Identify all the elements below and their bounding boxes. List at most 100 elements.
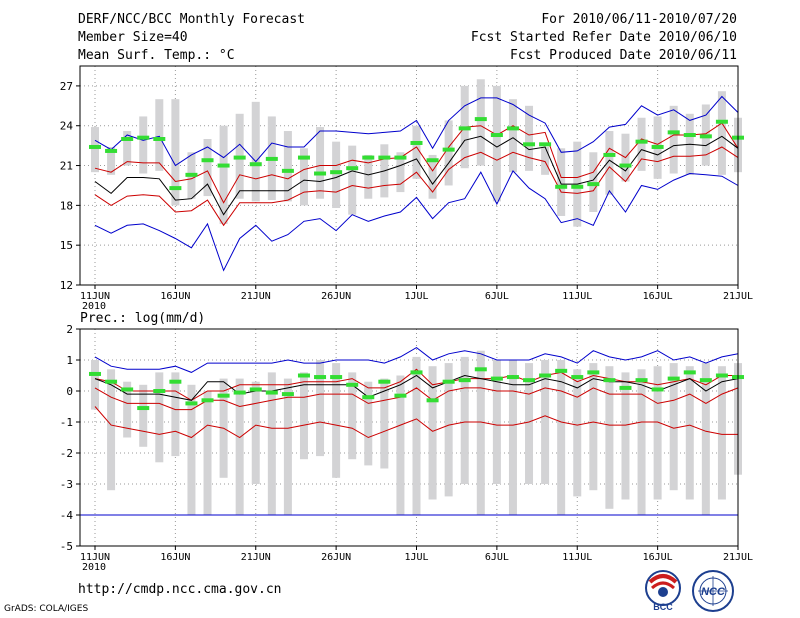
panel1-series-upper — [94, 95, 739, 167]
bcc-logo-icon: BCC — [645, 570, 681, 612]
panel1-series-lower_red — [94, 146, 739, 227]
panel1-xtick-label: 16JUL — [643, 291, 673, 302]
panel1-observed-mark — [201, 158, 214, 163]
panel2-observed-mark — [635, 378, 648, 383]
panel2-xtick-sublabel: 2010 — [82, 562, 106, 573]
panel2-observed-mark — [265, 390, 278, 395]
panel2-observed-mark — [651, 387, 664, 392]
panel1-observed-mark — [474, 117, 487, 122]
panel2-spread-box — [589, 363, 598, 491]
panel2-spread-box — [396, 375, 405, 515]
panel2-spread-box — [605, 366, 614, 509]
panel1-observed-mark — [683, 133, 696, 138]
panel1-spread-box — [412, 125, 421, 179]
panel1-observed-mark — [378, 155, 391, 160]
panel2-spread-box — [332, 363, 341, 478]
panel1-spread-box — [364, 154, 373, 199]
panel1-spread-box — [605, 131, 614, 195]
panel2-observed-mark — [683, 370, 696, 375]
panel2-observed-mark — [555, 368, 568, 373]
panel2-xtick-label: 16JUL — [643, 552, 673, 563]
panel2-observed-mark — [378, 379, 391, 384]
panel2-spread-box — [235, 378, 244, 515]
panel2-spread-box — [364, 381, 373, 466]
panel1-observed-mark — [330, 170, 343, 175]
panel2-spread-box — [139, 384, 148, 447]
panel2-spread-box — [685, 366, 694, 500]
panel1-spread-box — [669, 105, 678, 174]
bcc-logo-text: BCC — [653, 602, 673, 612]
panel1-observed-mark — [458, 126, 471, 131]
panel1-spread-box — [541, 146, 550, 175]
panel2-observed-mark — [603, 378, 616, 383]
panel2-spread-box — [701, 363, 710, 515]
panel1-observed-mark — [249, 162, 262, 167]
panel1-observed-mark — [153, 137, 166, 141]
panel2-spread-box — [91, 360, 99, 410]
panel1-observed-mark — [394, 155, 407, 160]
panel1-ytick-label: 15 — [60, 239, 73, 252]
panel1-observed-mark — [587, 182, 600, 187]
panel2-ytick-label: -5 — [60, 540, 73, 553]
panel1-observed-mark — [89, 144, 101, 149]
panel2-xtick-label: 1JUL — [404, 552, 428, 563]
source-url[interactable]: http://cmdp.ncc.cma.gov.cn — [78, 582, 282, 597]
panel1-observed-mark — [603, 152, 616, 157]
panel1-xtick-label: 21JUN — [241, 291, 271, 302]
panel2-spread-box — [267, 372, 276, 515]
start-date: Fcst Started Refer Date 2010/06/10 — [470, 30, 737, 45]
panel1-observed-mark — [619, 163, 632, 168]
panel1-xtick-label: 21JUL — [723, 291, 753, 302]
panel1-spread-box — [348, 145, 357, 215]
panel2-spread-box — [460, 356, 469, 484]
panel2-spread-box — [283, 378, 292, 515]
panel2-observed-mark — [619, 385, 632, 390]
panel1-observed-mark — [699, 134, 712, 139]
panel1-xtick-label: 16JUN — [160, 291, 190, 302]
panel1-observed-mark — [651, 144, 664, 149]
panel2-ytick-label: -2 — [60, 447, 73, 460]
panel1-ytick-label: 18 — [60, 199, 73, 212]
panel1-spread-box — [139, 116, 148, 174]
panel1-xtick-label: 1JUL — [404, 291, 428, 302]
panel1-spread-box — [316, 127, 325, 199]
panel2-xtick-label: 6JUL — [485, 552, 509, 563]
panel2-spread-box — [123, 381, 132, 438]
panel1-spread-box — [508, 99, 517, 173]
panel2-spread-box — [525, 363, 534, 484]
panel1-spread-box — [557, 148, 566, 216]
panel2-xtick-label: 11JUL — [562, 552, 592, 563]
panel1-spread-box — [717, 91, 726, 175]
panel1-observed-mark — [185, 172, 198, 177]
panel2-series-mean — [94, 374, 739, 401]
panel1-spread-box — [476, 79, 485, 166]
panel2-spread-box — [573, 369, 582, 497]
panel2-spread-box — [717, 366, 726, 500]
ncc-logo-text: NCC — [701, 586, 726, 598]
panel1-ytick-label: 24 — [60, 120, 74, 133]
panel1-spread-box — [107, 146, 116, 175]
panel1-frame — [79, 65, 739, 286]
panel1-observed-mark — [523, 142, 536, 147]
member-size: Member Size=40 — [78, 30, 188, 45]
panel2-spread-box — [251, 381, 260, 484]
panel1-series-max — [94, 170, 739, 272]
panel1-xtick-label: 26JUN — [321, 291, 351, 302]
panel2-observed-mark — [490, 376, 503, 381]
panel1-spread-box — [251, 101, 260, 202]
panel1-spread-box — [396, 152, 405, 193]
panel1-spread-box — [428, 154, 437, 199]
panel2-observed-mark — [458, 378, 471, 383]
panel1-spread-box — [123, 131, 132, 166]
panel2-xtick-label: 11JUN — [80, 552, 110, 563]
panel2-spread-box — [621, 372, 630, 500]
panel1-observed-mark — [362, 155, 375, 160]
panel2-observed-mark — [169, 379, 182, 384]
panel1-xtick-label: 11JUL — [562, 291, 592, 302]
forecast-period: For 2010/06/11-2010/07/20 — [541, 12, 737, 27]
panel1-ytick-label: 12 — [60, 279, 73, 292]
ncc-logo-icon: NCC — [692, 570, 734, 612]
panel2-observed-mark — [539, 373, 552, 378]
panel1-observed-mark — [105, 148, 118, 153]
